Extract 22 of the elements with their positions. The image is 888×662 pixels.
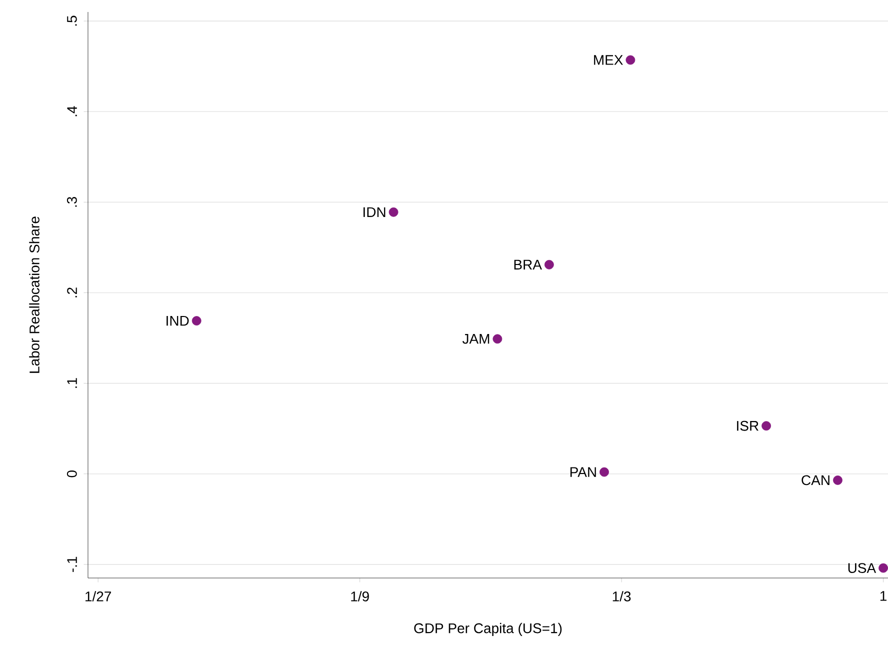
series-label: IND [166,316,189,326]
series-label: MEX [594,55,623,65]
series-label: ISR [737,420,758,431]
x-tick-label: 1 [880,591,886,601]
series-label: IDN [364,207,386,217]
series-label: BRA [514,260,542,270]
series-label: JAM [462,334,490,344]
y-tick-label: .5 [67,16,77,26]
x-tick-label: 1/9 [351,591,369,602]
y-tick-label: .4 [67,106,77,116]
y-tick-label: 0 [66,470,77,478]
series-label: CAN [802,475,830,486]
y-tick-label: .1 [67,378,77,388]
x-axis-title: GDP Per Capita (US=1) [414,622,562,636]
y-tick-label: -.1 [67,556,77,572]
y-tick-label: .2 [67,288,77,298]
x-tick-label: 1/3 [612,591,631,602]
series-label: PAN [570,467,596,477]
series-label: USA [848,563,876,573]
y-tick-label: .3 [66,196,77,207]
x-tick-label: 1/27 [86,591,111,602]
y-axis-title: Labor Reallocation Share [29,216,40,373]
